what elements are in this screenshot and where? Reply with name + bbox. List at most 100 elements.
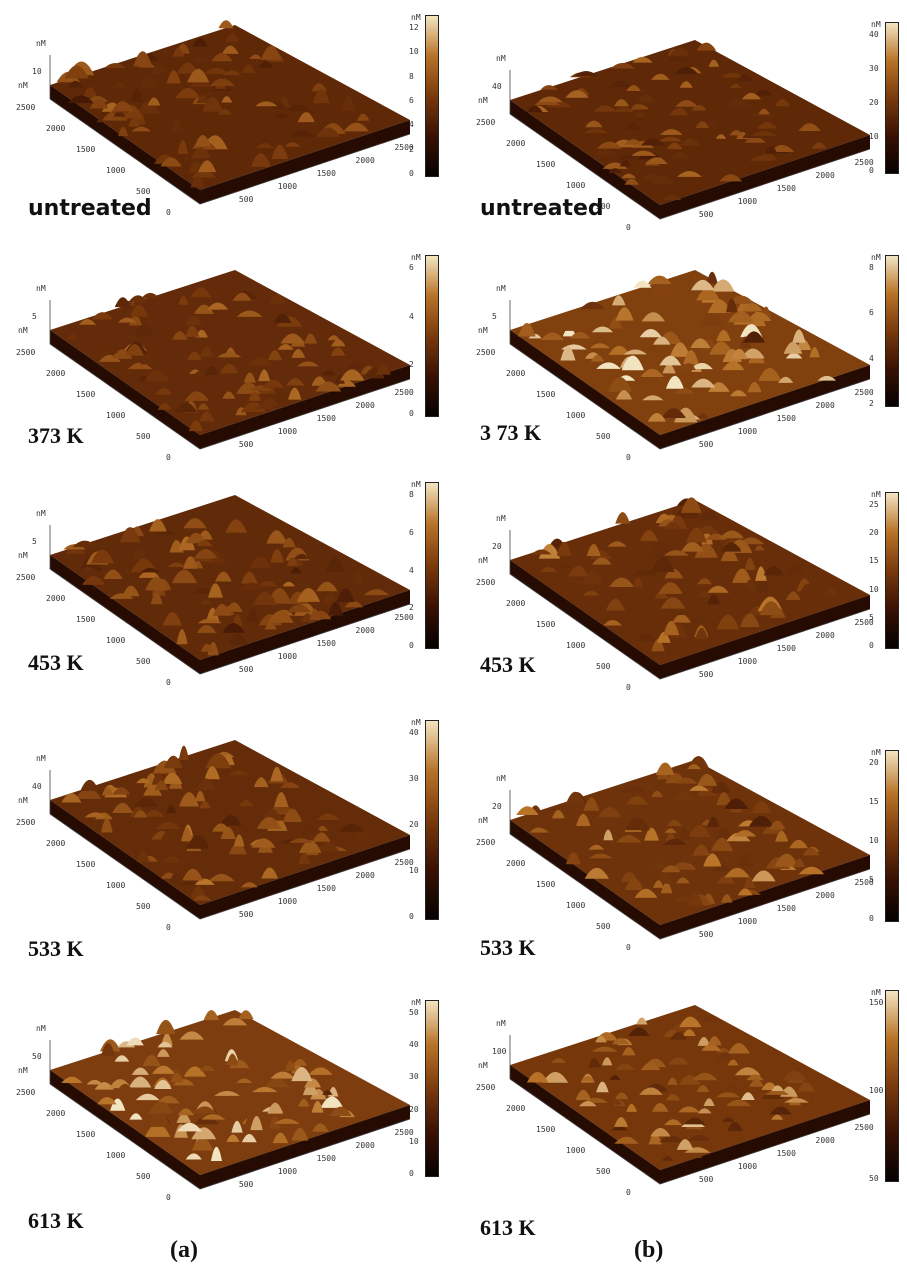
surface-peak	[603, 829, 614, 841]
surface-peak	[264, 622, 277, 630]
y-unit-label: nM	[18, 326, 28, 335]
surface-peak	[238, 800, 254, 807]
surface-peak	[228, 632, 248, 645]
y-tick-label: 0	[626, 1188, 631, 1197]
surface-peak	[666, 819, 683, 827]
surface-peak	[351, 570, 364, 585]
y-unit-label: nM	[18, 796, 28, 805]
surface-peak	[177, 139, 189, 154]
surface-peak	[285, 142, 300, 147]
surface-peak	[240, 402, 267, 413]
surface-peak	[667, 1077, 678, 1085]
surface-peak	[556, 577, 583, 583]
surface-peak	[551, 1058, 567, 1063]
surface-peak	[192, 1106, 217, 1114]
surface-peak	[187, 351, 202, 360]
surface-peak	[271, 144, 289, 160]
color-scale-unit: nM	[871, 988, 881, 997]
surface-peak	[689, 785, 709, 791]
y-tick-label: 500	[136, 657, 151, 666]
color-scale-tick: 10	[869, 132, 879, 141]
surface-peak	[726, 298, 738, 313]
x-tick-label: 2500	[394, 1128, 414, 1138]
color-scale-bar	[425, 15, 439, 177]
y-tick-label: 1500	[76, 860, 96, 869]
color-scale-tick: 2	[869, 399, 874, 408]
surface-peak	[647, 275, 672, 285]
surface-peak	[199, 800, 211, 809]
surface-peak	[249, 556, 272, 569]
x-tick-label: 2000	[815, 171, 835, 181]
y-tick-label: 2500	[476, 578, 496, 587]
surface-peak	[691, 105, 707, 111]
surface-peak	[744, 557, 756, 571]
surface-peak	[692, 1072, 718, 1081]
surface-peak	[363, 589, 390, 596]
surface-peak	[338, 823, 365, 833]
surface-peak	[669, 342, 691, 357]
surface-peak	[774, 853, 799, 867]
surface-peak	[715, 1092, 741, 1098]
surface-peak	[252, 1086, 278, 1093]
surface-peak	[678, 1106, 700, 1113]
color-scale-tick: 5	[869, 875, 874, 884]
surface-peak	[198, 160, 217, 173]
surface-peak	[727, 1059, 739, 1066]
color-scale-tick: 30	[409, 774, 419, 783]
surface-peak	[686, 527, 707, 543]
y-tick-label: 0	[166, 208, 171, 217]
surface-peak	[150, 592, 163, 605]
surface-peak	[720, 549, 739, 562]
surface-peak	[287, 104, 310, 111]
surface-peak	[626, 1103, 638, 1112]
y-tick-label: 500	[596, 1167, 611, 1176]
surface-peak	[725, 1099, 752, 1107]
surface-peak	[145, 576, 169, 591]
surface-peak	[167, 562, 187, 568]
surface-peak	[628, 1027, 650, 1037]
y-tick-label: 1000	[566, 411, 586, 420]
surface-peak	[282, 808, 303, 823]
surface-peak	[356, 113, 370, 121]
surface-peak	[112, 802, 133, 814]
surface-peak	[128, 315, 143, 326]
surface-peak	[164, 755, 183, 769]
surface-peak	[131, 1067, 149, 1075]
surface-peak	[561, 318, 588, 331]
surface-peak	[783, 341, 803, 354]
surface-peak	[707, 299, 732, 313]
surface-peak	[320, 369, 337, 376]
surface-peak	[253, 591, 277, 605]
surface-peak	[267, 350, 283, 361]
surface-peak	[129, 1113, 143, 1120]
surface-peak	[157, 1041, 173, 1048]
surface-peak	[191, 1137, 214, 1151]
surface-peak	[130, 88, 144, 103]
surface-peak	[560, 346, 576, 361]
surface-peak	[246, 608, 260, 623]
y-tick-label: 500	[136, 902, 151, 911]
surface-peak	[771, 1085, 784, 1091]
surface-peak	[114, 1055, 130, 1062]
surface-peak	[205, 366, 219, 376]
surface-peak	[352, 831, 374, 840]
surface-peak	[716, 792, 732, 806]
surface-peak	[669, 108, 690, 116]
surface-peak	[248, 392, 262, 401]
z-unit-label: nM	[496, 774, 506, 783]
surface-peak	[363, 1091, 379, 1106]
x-tick-label: 500	[238, 910, 254, 920]
surface-peak	[730, 348, 748, 360]
surface-peak	[190, 885, 206, 899]
surface-peak	[280, 333, 305, 344]
surface-peak	[565, 791, 585, 805]
surface-peak	[151, 63, 167, 74]
surface-peak	[557, 562, 569, 568]
surface-peak	[212, 823, 231, 832]
surface-peak	[675, 100, 698, 107]
surface-peak	[719, 530, 745, 539]
x-tick-label: 2000	[815, 401, 835, 411]
surface-peak	[223, 70, 242, 76]
y-unit-label: nM	[478, 816, 488, 825]
surface-peak	[691, 362, 713, 370]
